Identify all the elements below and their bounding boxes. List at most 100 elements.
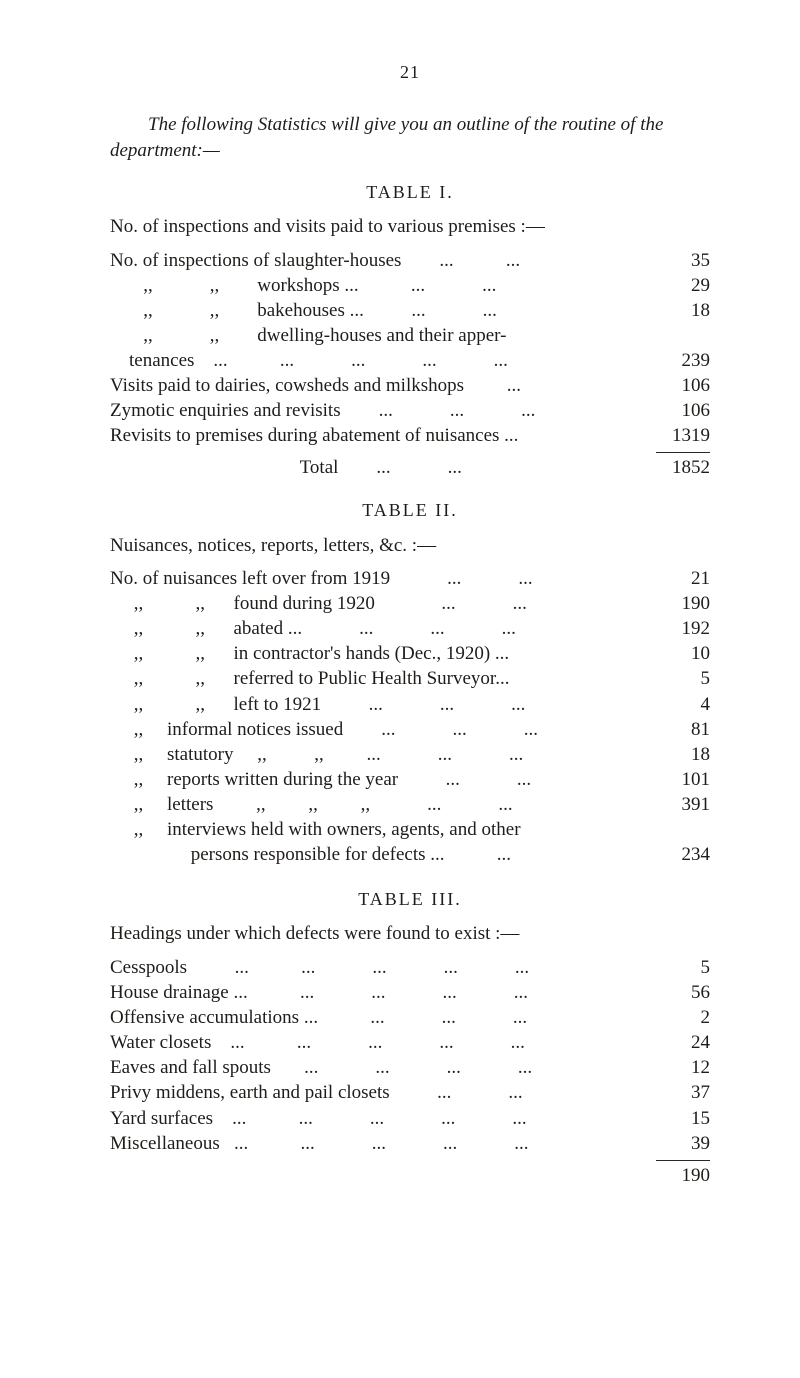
row-number: 4 [640,692,710,717]
table-row: ,, ,, dwelling-houses and their apper- [110,323,710,348]
page-number: 21 [110,60,710,84]
table-row: Water closets ... ... ... ... ...24 [110,1030,710,1055]
table-1-heading: No. of inspections and visits paid to va… [110,214,710,240]
row-label: Zymotic enquiries and revisits ... ... .… [110,398,640,423]
row-label: ,, ,, bakehouses ... ... ... [110,298,640,323]
row-label: tenances ... ... ... ... ... [110,348,640,373]
table-row: Visits paid to dairies, cowsheds and mil… [110,373,710,398]
table-row: No. of inspections of slaughter-houses .… [110,248,710,273]
row-label: ,, ,, abated ... ... ... ... [110,616,640,641]
row-label: ,, reports written during the year ... .… [110,767,640,792]
table-row: Zymotic enquiries and revisits ... ... .… [110,398,710,423]
table-row: ,, interviews held with owners, agents, … [110,817,710,842]
table-row: ,, ,, found during 1920 ... ...190 [110,591,710,616]
row-number: 18 [640,298,710,323]
rule-line [656,1160,710,1161]
table-row: ,, ,, left to 1921 ... ... ...4 [110,692,710,717]
row-label: Water closets ... ... ... ... ... [110,1030,640,1055]
table-row: ,, ,, workshops ... ... ...29 [110,273,710,298]
table-row: House drainage ... ... ... ... ...56 [110,980,710,1005]
table-3-heading: Headings under which defects were found … [110,921,710,947]
row-label: ,, ,, found during 1920 ... ... [110,591,640,616]
table-row: Offensive accumulations ... ... ... ...2 [110,1005,710,1030]
table-row: ,, reports written during the year ... .… [110,767,710,792]
table-row: Eaves and fall spouts ... ... ... ...12 [110,1055,710,1080]
table-row: Cesspools ... ... ... ... ...5 [110,955,710,980]
row-label: Eaves and fall spouts ... ... ... ... [110,1055,640,1080]
row-label: ,, statutory ,, ,, ... ... ... [110,742,640,767]
row-label: Revisits to premises during abatement of… [110,423,640,448]
page: 21 The following Statistics will give yo… [0,0,800,1378]
table-2-title: TABLE II. [110,498,710,522]
table-row: ,, letters ,, ,, ,, ... ...391 [110,792,710,817]
row-label: Miscellaneous ... ... ... ... ... [110,1131,640,1156]
row-label: ,, ,, workshops ... ... ... [110,273,640,298]
row-number: 10 [640,641,710,666]
table-row: ,, ,, referred to Public Health Surveyor… [110,666,710,691]
row-label: ,, informal notices issued ... ... ... [110,717,640,742]
table-row: Miscellaneous ... ... ... ... ...39 [110,1131,710,1156]
table-row: persons responsible for defects ... ...2… [110,842,710,867]
rule-line [656,452,710,453]
row-label: persons responsible for defects ... ... [110,842,640,867]
row-number: 24 [640,1030,710,1055]
table-total-row: 190 [110,1163,710,1188]
table-row: Yard surfaces ... ... ... ... ...15 [110,1106,710,1131]
table-2-body: No. of nuisances left over from 1919 ...… [110,566,710,867]
row-number: 1319 [640,423,710,448]
table-row: No. of nuisances left over from 1919 ...… [110,566,710,591]
row-number: 12 [640,1055,710,1080]
table-total-row: Total ... ...1852 [110,455,710,480]
table-row: Privy middens, earth and pail closets ..… [110,1080,710,1105]
row-number: 106 [640,398,710,423]
row-number: 106 [640,373,710,398]
row-number: 21 [640,566,710,591]
row-label: Privy middens, earth and pail closets ..… [110,1080,640,1105]
table-2-heading: Nuisances, notices, reports, letters, &c… [110,533,710,559]
row-label: Cesspools ... ... ... ... ... [110,955,640,980]
row-label: Offensive accumulations ... ... ... ... [110,1005,640,1030]
row-label: No. of inspections of slaughter-houses .… [110,248,640,273]
row-label: Total ... ... [110,455,640,480]
row-number: 18 [640,742,710,767]
intro-text: The following Statistics will give you a… [110,114,663,161]
row-number: 81 [640,717,710,742]
row-number: 190 [640,591,710,616]
table-row: tenances ... ... ... ... ...239 [110,348,710,373]
row-label: ,, letters ,, ,, ,, ... ... [110,792,640,817]
row-number: 5 [640,955,710,980]
row-number: 1852 [640,455,710,480]
row-number: 15 [640,1106,710,1131]
table-1-body: No. of inspections of slaughter-houses .… [110,248,710,481]
row-label: ,, ,, left to 1921 ... ... ... [110,692,640,717]
row-number: 192 [640,616,710,641]
row-number: 29 [640,273,710,298]
row-number: 234 [640,842,710,867]
row-number: 5 [640,666,710,691]
table-row: Revisits to premises during abatement of… [110,423,710,448]
row-label: House drainage ... ... ... ... ... [110,980,640,1005]
table-1-title: TABLE I. [110,180,710,204]
table-row: ,, ,, bakehouses ... ... ...18 [110,298,710,323]
table-row: ,, ,, in contractor's hands (Dec., 1920)… [110,641,710,666]
row-number: 39 [640,1131,710,1156]
row-label: ,, interviews held with owners, agents, … [110,817,640,842]
row-label: ,, ,, referred to Public Health Surveyor… [110,666,640,691]
table-3-title: TABLE III. [110,887,710,911]
row-label: Visits paid to dairies, cowsheds and mil… [110,373,640,398]
row-number: 2 [640,1005,710,1030]
row-number: 56 [640,980,710,1005]
row-label: ,, ,, in contractor's hands (Dec., 1920)… [110,641,640,666]
row-label: Yard surfaces ... ... ... ... ... [110,1106,640,1131]
row-number: 37 [640,1080,710,1105]
row-number: 35 [640,248,710,273]
row-number: 391 [640,792,710,817]
row-number: 239 [640,348,710,373]
table-3-body: Cesspools ... ... ... ... ...5 House dra… [110,955,710,1188]
intro-paragraph: The following Statistics will give you a… [110,112,710,163]
row-label: ,, ,, dwelling-houses and their apper- [110,323,640,348]
row-number: 190 [640,1163,710,1188]
table-row: ,, informal notices issued ... ... ...81 [110,717,710,742]
row-label: No. of nuisances left over from 1919 ...… [110,566,640,591]
row-number: 101 [640,767,710,792]
